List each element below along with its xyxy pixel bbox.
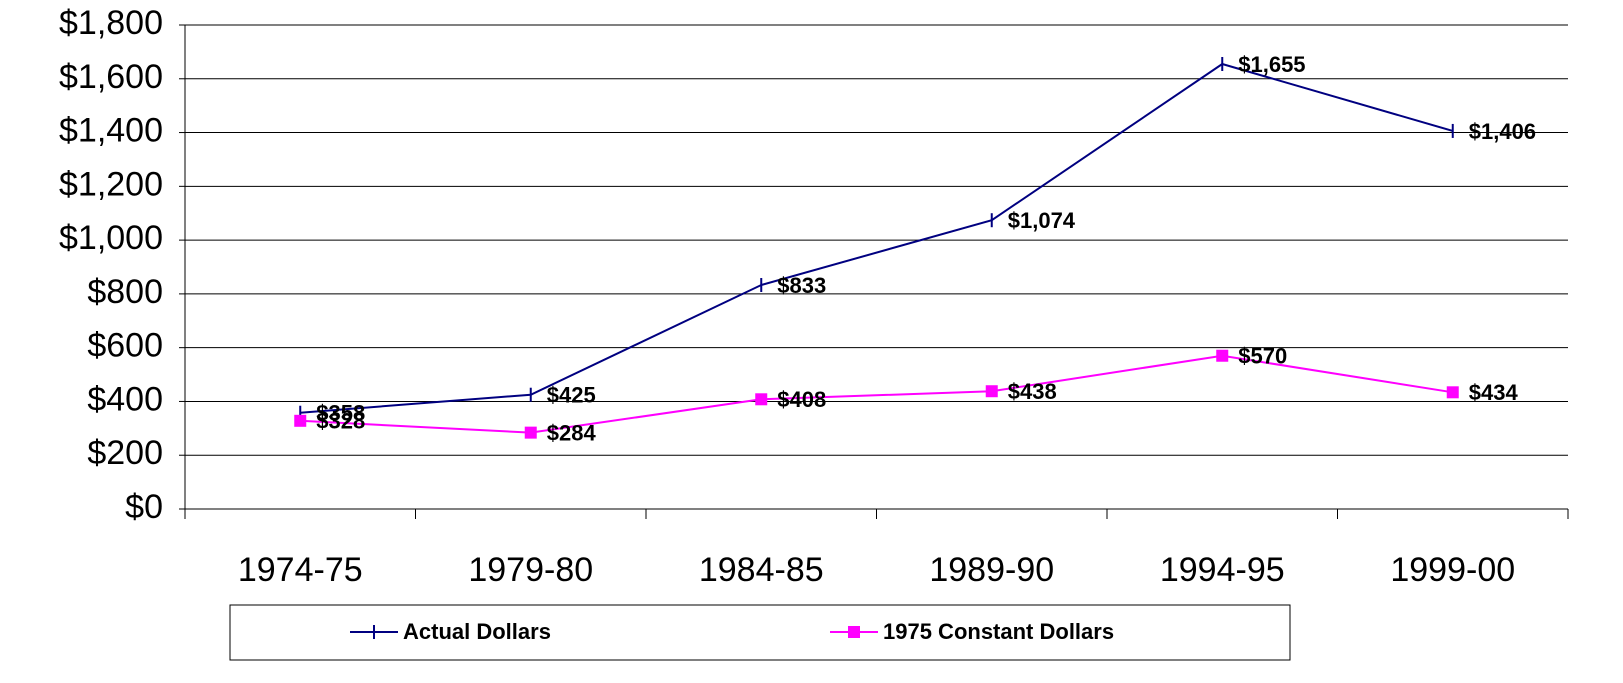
legend-box (229, 604, 1291, 661)
series-line (300, 62, 1454, 414)
data-label: $438 (1008, 379, 1057, 404)
x-tick-label: 1989-90 (929, 551, 1054, 589)
data-label: $425 (547, 383, 596, 408)
y-tick-label: $0 (125, 488, 163, 526)
data-label: $1,074 (1008, 208, 1076, 233)
data-label: $408 (777, 387, 826, 412)
data-point (985, 385, 998, 398)
y-tick-label: $1,600 (59, 58, 163, 96)
data-point (294, 414, 307, 427)
data-point (1446, 386, 1459, 399)
data-point (755, 393, 768, 406)
x-tick-label: 1974-75 (238, 551, 363, 589)
legend-label: 1975 Constant Dollars (883, 619, 1114, 644)
legend-label: Actual Dollars (403, 619, 551, 644)
y-tick-label: $800 (87, 273, 163, 311)
data-label: $284 (547, 420, 597, 445)
data-point (524, 426, 537, 439)
y-tick-label: $200 (87, 434, 163, 472)
data-label: $570 (1238, 344, 1287, 369)
y-tick-label: $1,400 (59, 112, 163, 150)
y-tick-label: $1,000 (59, 219, 163, 257)
x-tick-label: 1984-85 (699, 551, 824, 589)
data-label: $1,406 (1469, 119, 1536, 144)
y-tick-label: $1,200 (59, 165, 163, 203)
legend-marker (848, 626, 860, 638)
series-line (300, 354, 1453, 434)
y-tick-label: $400 (87, 380, 163, 418)
y-tick-label: $1,800 (59, 4, 163, 42)
data-point (1216, 349, 1229, 362)
data-label: $1,655 (1238, 52, 1305, 77)
x-tick-label: 1994-95 (1160, 551, 1285, 589)
x-tick-label: 1999-00 (1390, 551, 1515, 589)
x-tick-label: 1979-80 (468, 551, 593, 589)
data-label: $833 (777, 273, 826, 298)
data-label: $328 (316, 409, 365, 434)
y-tick-label: $600 (87, 327, 163, 365)
data-label: $434 (1469, 380, 1519, 405)
